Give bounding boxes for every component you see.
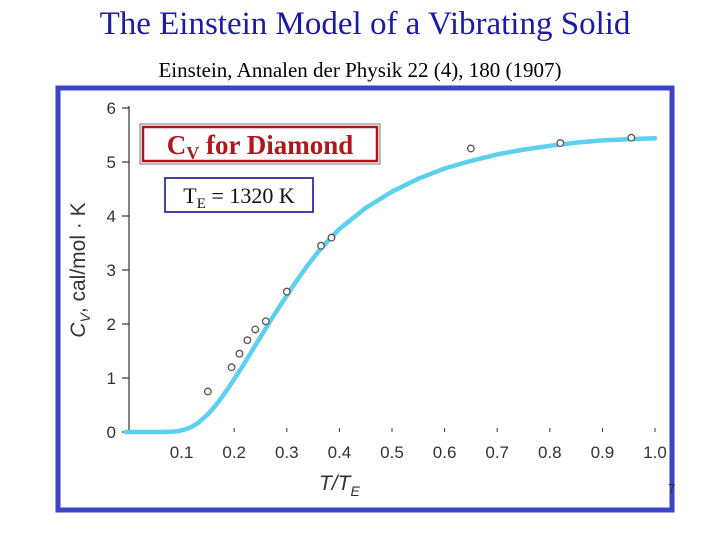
x-tick-label: 0.8 (538, 443, 562, 462)
y-axis-label-group: CV, cal/mol · K (67, 202, 93, 337)
x-tick-label: 0.3 (275, 443, 299, 462)
x-tick-label: 0.9 (591, 443, 615, 462)
y-tick-label: 3 (107, 261, 116, 280)
x-tick-label: 1.0 (643, 443, 667, 462)
chart-labels-layer: CV for Diamond TE = 1320 K (139, 123, 381, 213)
te-label-box (164, 177, 314, 213)
x-tick-label: 0.1 (170, 443, 194, 462)
data-point (243, 336, 252, 345)
chart-points-layer (203, 133, 636, 396)
chart-axes: 0 1 2 3 4 5 6 0.1 0.2 0.3 0.4 0.5 0.6 0.7 0.8 0.9 1.0 T/T… (67, 99, 667, 499)
data-point (235, 349, 244, 358)
te-label-text: TE = 1320 K (183, 183, 295, 212)
data-point (251, 325, 260, 334)
x-tick-label: 0.4 (328, 443, 352, 462)
x-tick-label: 0.7 (485, 443, 509, 462)
x-axis-label: T/TE (319, 472, 361, 499)
slide-subtitle: Einstein, Annalen der Physik 22 (4), 180… (158, 58, 562, 82)
data-point (203, 387, 212, 396)
data-point (261, 317, 270, 326)
data-point (556, 139, 565, 148)
data-point (466, 144, 475, 153)
y-tick-label: 1 (107, 369, 116, 388)
diamond-label-box (141, 125, 379, 163)
data-point (627, 133, 636, 142)
x-tick-label: 0.2 (222, 443, 246, 462)
y-axis-label: CV, cal/mol · K (67, 202, 93, 337)
data-point (282, 287, 291, 296)
y-tick-label: 4 (107, 207, 116, 226)
slide-title: The Einstein Model of a Vibrating Solid (99, 6, 631, 42)
x-tick-label: 0.6 (433, 443, 457, 462)
y-tick-label: 2 (107, 315, 116, 334)
y-tick-label: 0 (107, 423, 116, 442)
data-point (317, 241, 325, 250)
y-tick-label: 6 (107, 99, 116, 118)
y-tick-label: 5 (107, 153, 116, 172)
x-tick-label: 0.5 (380, 443, 404, 462)
data-point (327, 233, 336, 242)
page-number: 7 (668, 481, 676, 496)
diamond-label-text: CV for Diamond (167, 130, 354, 163)
data-point (227, 363, 236, 372)
